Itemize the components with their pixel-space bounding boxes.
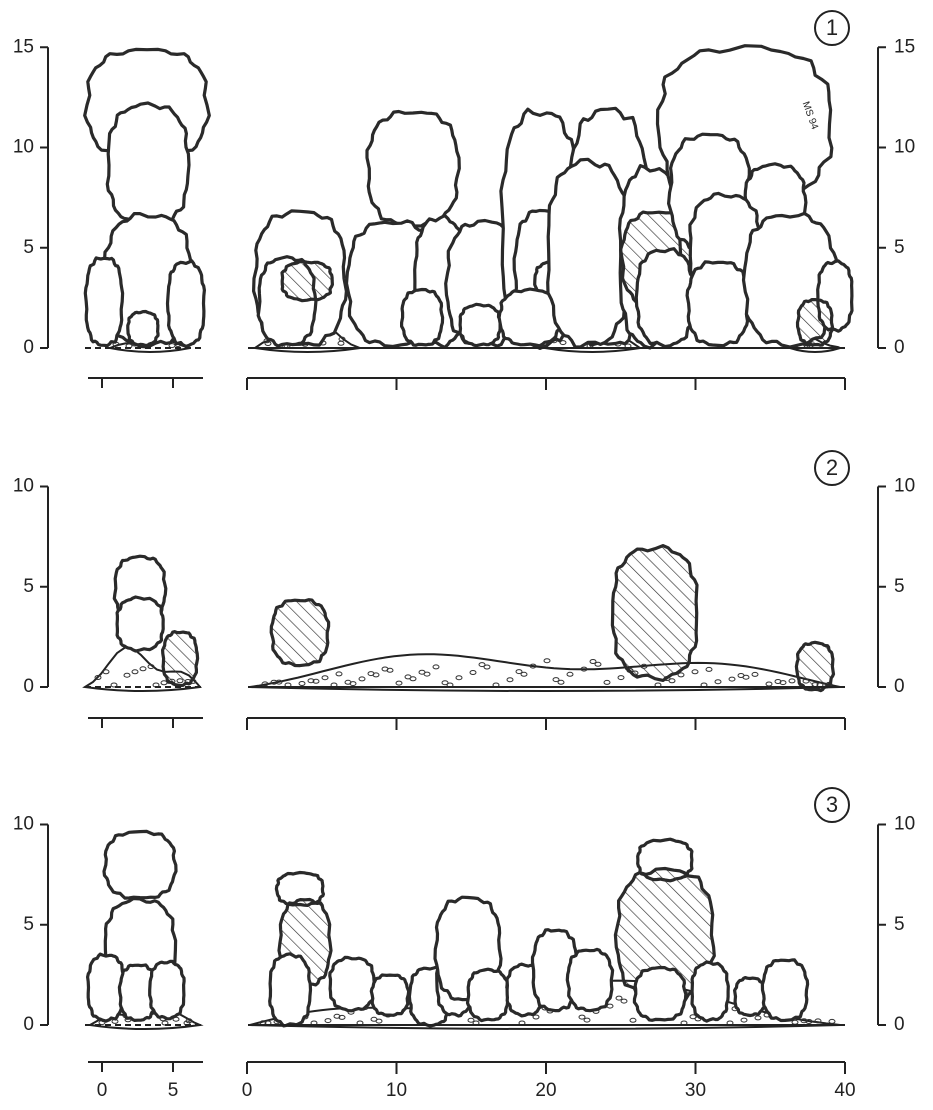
y-tick-label: 15 bbox=[13, 36, 34, 57]
y-tick-label-right: 0 bbox=[894, 337, 905, 358]
ground-stone bbox=[595, 662, 601, 666]
y-tick-label-right: 10 bbox=[894, 137, 915, 158]
y-tick-label: 5 bbox=[23, 914, 34, 935]
tree-crown bbox=[367, 112, 459, 227]
tree-crown bbox=[460, 304, 500, 345]
tree-crown bbox=[634, 968, 685, 1021]
y-tick-label-right: 0 bbox=[894, 676, 905, 697]
x-tick-label: 10 bbox=[386, 1080, 407, 1101]
ground-stone bbox=[544, 659, 550, 663]
y-tick-label: 5 bbox=[23, 576, 34, 597]
tree-crown bbox=[107, 103, 189, 227]
ground-mound bbox=[250, 654, 840, 691]
tree-crown bbox=[117, 597, 163, 651]
tree-crown bbox=[735, 978, 766, 1016]
y-tick-label: 0 bbox=[23, 676, 34, 697]
y-tick-label-right: 15 bbox=[894, 36, 915, 57]
x-tick-label: 20 bbox=[535, 1080, 556, 1101]
tree-crown bbox=[798, 300, 833, 346]
tree-crown bbox=[371, 975, 408, 1015]
tree-crown bbox=[548, 159, 629, 347]
vegetation-profile: 0055101015151005510102005510103050102030… bbox=[0, 0, 933, 1110]
tree-crown bbox=[168, 261, 205, 347]
tree-crown bbox=[402, 290, 443, 346]
y-tick-label: 10 bbox=[13, 137, 34, 158]
y-tick-label: 0 bbox=[23, 1014, 34, 1035]
ground-stone bbox=[829, 1019, 835, 1023]
x-tick-label: 0 bbox=[97, 1080, 108, 1101]
tree-crown bbox=[636, 249, 693, 347]
panel-label: 3 bbox=[826, 792, 838, 817]
tree-crown bbox=[163, 632, 198, 686]
x-tick-label: 5 bbox=[168, 1080, 179, 1101]
tree-crown bbox=[330, 957, 375, 1010]
y-tick-label-right: 0 bbox=[894, 1014, 905, 1035]
y-tick-label-right: 10 bbox=[894, 814, 915, 835]
y-tick-label-right: 5 bbox=[894, 237, 905, 258]
panel-label: 2 bbox=[826, 455, 838, 480]
tree-crown bbox=[796, 642, 833, 690]
tree-crown bbox=[85, 258, 122, 346]
tree-layer bbox=[85, 46, 852, 1026]
tree-crown bbox=[468, 969, 509, 1020]
tree-crown bbox=[567, 949, 612, 1010]
tree-crown bbox=[612, 546, 697, 681]
tree-crown bbox=[128, 312, 158, 346]
tree-crown bbox=[762, 960, 807, 1021]
y-tick-label-right: 5 bbox=[894, 914, 905, 935]
x-tick-label: 30 bbox=[685, 1080, 706, 1101]
y-tick-label: 10 bbox=[13, 476, 34, 497]
y-tick-label-right: 10 bbox=[894, 476, 915, 497]
tree-crown bbox=[270, 954, 311, 1026]
tree-crown bbox=[150, 961, 184, 1018]
x-tick-label: 0 bbox=[242, 1080, 253, 1101]
y-tick-label: 0 bbox=[23, 337, 34, 358]
tree-crown bbox=[687, 262, 749, 346]
y-tick-label: 10 bbox=[13, 814, 34, 835]
x-tick-label: 40 bbox=[834, 1080, 855, 1101]
tree-crown bbox=[104, 831, 176, 898]
tree-crown bbox=[271, 600, 328, 666]
tree-crown bbox=[282, 261, 332, 300]
y-tick-label: 5 bbox=[23, 237, 34, 258]
y-tick-label-right: 5 bbox=[894, 576, 905, 597]
panel-label: 1 bbox=[826, 15, 838, 40]
tree-crown bbox=[692, 962, 728, 1021]
